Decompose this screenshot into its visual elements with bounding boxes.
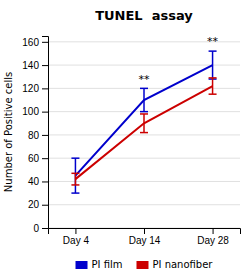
marks xyxy=(71,51,216,193)
grid-line xyxy=(48,181,240,182)
error-bar xyxy=(140,88,148,111)
x-tick-mark xyxy=(75,228,76,234)
y-tick-mark xyxy=(42,65,48,66)
x-tick-mark xyxy=(144,228,145,234)
legend-swatch xyxy=(76,261,88,269)
y-tick-label: 100 xyxy=(22,106,39,117)
series xyxy=(71,51,216,193)
y-tick-mark xyxy=(42,135,48,136)
y-tick-mark xyxy=(42,158,48,159)
error-bar-stem xyxy=(212,51,214,79)
annotation: ** xyxy=(139,73,151,86)
y-tick-label: 140 xyxy=(22,60,39,71)
series xyxy=(71,78,216,185)
error-bar-cap xyxy=(140,111,148,113)
grid xyxy=(48,42,240,228)
y-tick-label: 120 xyxy=(22,83,39,94)
line xyxy=(75,65,212,176)
y-tick: 100 xyxy=(22,106,48,117)
x-axis-line xyxy=(49,229,241,235)
error-bar-cap xyxy=(209,77,217,79)
x-tick-label: Day 28 xyxy=(197,235,229,246)
annotation: ** xyxy=(207,35,219,48)
grid-line xyxy=(48,134,240,135)
error-bar-cap xyxy=(209,93,217,95)
x-tick: Day 28 xyxy=(197,228,229,246)
error-bar-stem xyxy=(75,173,77,185)
y-tick-label: 20 xyxy=(28,199,40,210)
error-bar-cap xyxy=(71,173,79,175)
y-tick: 20 xyxy=(28,199,48,210)
x-tick: Day 4 xyxy=(63,228,90,246)
y-tick-mark xyxy=(42,181,48,182)
y-axis: 0 20 40 60 80 100 120 140 160 xyxy=(22,37,48,234)
y-tick: 80 xyxy=(28,130,48,141)
y-tick: 0 xyxy=(33,223,48,234)
y-tick: 120 xyxy=(22,83,48,94)
y-tick-label: 60 xyxy=(28,153,40,164)
y-tick-mark xyxy=(42,88,48,89)
x-tick: Day 14 xyxy=(129,228,161,246)
legend-label: PI film xyxy=(92,259,123,270)
error-bar-cap xyxy=(140,113,148,115)
error-bar xyxy=(71,173,79,185)
error-bar xyxy=(209,51,217,79)
y-tick-mark xyxy=(42,205,48,206)
x-tick-mark xyxy=(213,228,214,234)
x-axis: Day 4 Day 14 Day 28 xyxy=(49,228,241,246)
error-bar xyxy=(140,114,148,133)
y-tick-mark xyxy=(42,228,48,229)
y-tick-label: 80 xyxy=(28,130,40,141)
legend-item: PI nanofiber xyxy=(136,259,213,270)
error-bar-cap xyxy=(140,132,148,134)
legend-swatch xyxy=(136,261,148,269)
legend: PI film PI nanofiber xyxy=(76,259,214,270)
y-tick: 140 xyxy=(22,60,48,71)
error-bar-stem xyxy=(143,88,145,111)
y-axis-line xyxy=(42,37,49,229)
error-bar-stem xyxy=(143,114,145,133)
grid-line xyxy=(48,158,240,159)
y-tick: 40 xyxy=(28,176,48,187)
legend-item: PI film xyxy=(76,259,123,270)
title: TUNEL assay xyxy=(95,8,193,23)
y-tick-label: 160 xyxy=(22,37,39,48)
error-bar-cap xyxy=(71,157,79,159)
grid-line xyxy=(48,204,240,205)
y-tick-label: 0 xyxy=(33,223,39,234)
y-tick-label: 40 xyxy=(28,176,40,187)
y-axis-title: Number of Positive cells xyxy=(3,72,14,192)
y-tick-mark xyxy=(42,42,48,43)
legend-label: PI nanofiber xyxy=(152,259,213,270)
y-tick: 60 xyxy=(28,153,48,164)
error-bar xyxy=(209,78,217,94)
chart: 0 20 40 60 80 100 120 140 160 Day 4 Day 14 Day 28 **… xyxy=(0,0,250,280)
y-tick-mark xyxy=(42,112,48,113)
error-bar-cap xyxy=(71,192,79,194)
error-bar-stem xyxy=(212,78,214,94)
plot-area: 0 20 40 60 80 100 120 140 160 Day 4 Day 14 Day 28 **… xyxy=(22,35,240,246)
x-tick-label: Day 14 xyxy=(129,235,161,246)
line xyxy=(75,86,212,179)
grid-line xyxy=(48,111,240,112)
error-bar-cap xyxy=(209,50,217,52)
error-bar-cap xyxy=(140,88,148,90)
x-tick-label: Day 4 xyxy=(63,235,90,246)
error-bar-cap xyxy=(71,184,79,186)
grid-line xyxy=(48,88,240,89)
y-tick: 160 xyxy=(22,37,48,48)
error-bar-stem xyxy=(75,158,77,193)
